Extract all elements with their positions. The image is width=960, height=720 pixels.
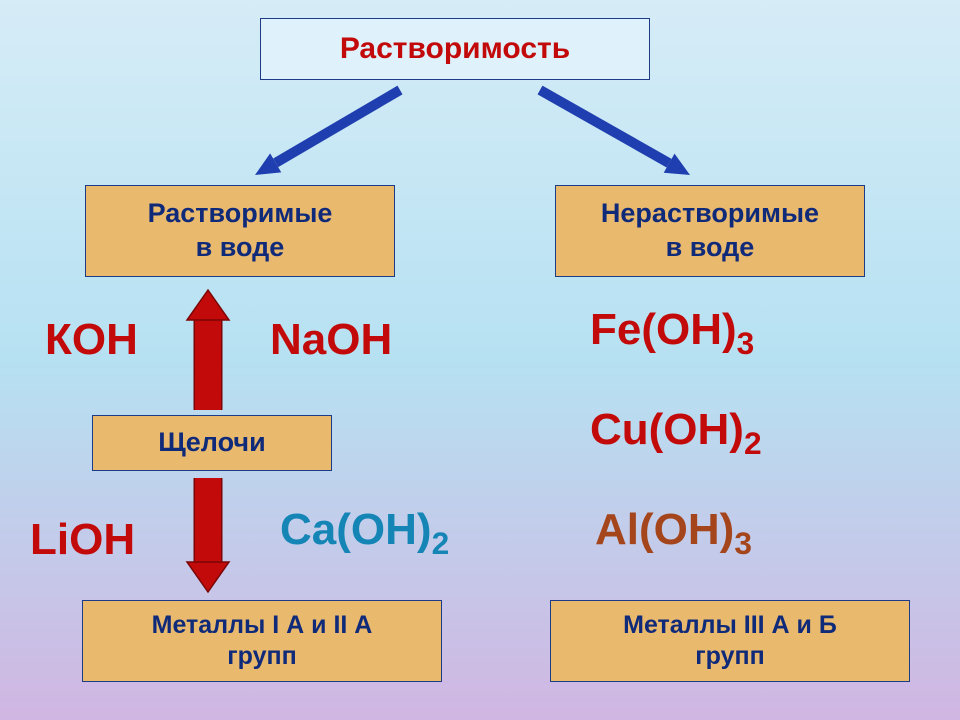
box-alkali-text: Щелочи <box>158 426 265 460</box>
box-metals-3-b-line1: Металлы III А и Б <box>623 610 837 641</box>
box-soluble-line2: в воде <box>196 231 285 265</box>
formula-cuoh2: Cu(OH)2 <box>590 405 762 462</box>
box-metals-1-2-line2: групп <box>227 641 296 672</box>
box-solubility-text: Растворимость <box>340 30 570 68</box>
box-soluble-line1: Растворимые <box>148 197 333 231</box>
box-metals-3-b: Металлы III А и Б групп <box>550 600 910 682</box>
box-alkali: Щелочи <box>92 415 332 471</box>
box-metals-1-2-line1: Металлы I А и II А <box>152 610 373 641</box>
box-metals-3-b-line2: групп <box>695 641 764 672</box>
box-soluble: Растворимые в воде <box>85 185 395 277</box>
diagram-content: Растворимость Растворимые в воде Нераств… <box>0 0 960 720</box>
formula-naoh: NaOH <box>270 315 392 365</box>
formula-caoh2: Ca(OH)2 <box>280 505 449 562</box>
formula-aloh3: Al(OH)3 <box>595 505 752 562</box>
formula-koh: КОН <box>45 315 138 365</box>
box-insoluble-line1: Нерастворимые <box>601 197 819 231</box>
box-insoluble-line2: в воде <box>666 231 755 265</box>
box-metals-1-2: Металлы I А и II А групп <box>82 600 442 682</box>
box-solubility: Растворимость <box>260 18 650 80</box>
box-insoluble: Нерастворимые в воде <box>555 185 865 277</box>
formula-feoh3: Fe(OH)3 <box>590 305 754 362</box>
formula-lioh: LiOH <box>30 515 135 565</box>
